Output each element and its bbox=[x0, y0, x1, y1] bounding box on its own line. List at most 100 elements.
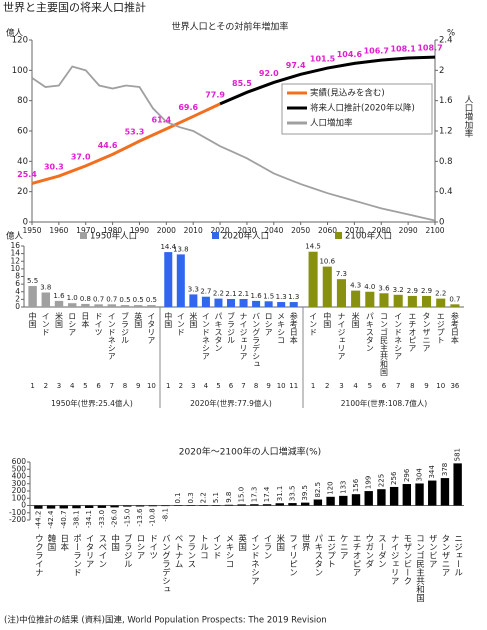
category-label: エチオピア bbox=[408, 312, 417, 352]
category-label: ブラジル bbox=[122, 533, 132, 568]
rank-label: 1 bbox=[166, 382, 170, 390]
bar bbox=[453, 463, 462, 506]
data-label: -10.8 bbox=[149, 508, 157, 526]
rank-label: 5 bbox=[83, 382, 87, 390]
rank-label: 8 bbox=[123, 382, 127, 390]
data-label: 2.9 bbox=[407, 287, 418, 295]
bar bbox=[239, 298, 248, 307]
panel-caption: 2020年(世界:77.9億人) bbox=[190, 398, 272, 408]
data-label: 304 bbox=[416, 468, 424, 482]
bar bbox=[402, 484, 412, 506]
category-label: パキスタン bbox=[365, 312, 374, 352]
bar bbox=[120, 305, 130, 307]
data-label: 82.5 bbox=[314, 482, 322, 498]
rank-label: 6 bbox=[229, 382, 234, 390]
bar bbox=[389, 486, 399, 506]
rank-label: 11 bbox=[289, 382, 298, 390]
data-label: 33.5 bbox=[288, 485, 296, 501]
category-label: ドイツ bbox=[148, 534, 158, 560]
category-label: ポーランド bbox=[71, 534, 81, 577]
bar bbox=[322, 266, 332, 307]
rank-label: 5 bbox=[216, 382, 220, 390]
rank-label: 10 bbox=[277, 382, 286, 390]
y2-axis-title: 人口増加率 bbox=[463, 95, 473, 138]
y-tick-label: 8 bbox=[15, 272, 20, 281]
rank-label: 7 bbox=[241, 382, 245, 390]
y-tick-label: 80 bbox=[17, 96, 28, 106]
category-label: ザンビア bbox=[427, 534, 437, 568]
category-label: 米国 bbox=[351, 311, 360, 329]
x-tick-label: 2010 bbox=[184, 226, 203, 235]
bar bbox=[123, 505, 132, 507]
data-label: 378 bbox=[441, 463, 449, 476]
bar bbox=[34, 505, 43, 509]
rank-label: 36 bbox=[450, 382, 459, 390]
bar bbox=[336, 279, 346, 307]
y-tick-label: 20 bbox=[17, 187, 28, 197]
data-label: 296 bbox=[403, 468, 411, 482]
bar bbox=[28, 286, 37, 307]
y-tick-label: 100 bbox=[12, 66, 28, 76]
y-tick-label: 60 bbox=[17, 127, 28, 137]
panel-caption: 1950年(世界:25.4億人) bbox=[51, 398, 133, 408]
panel-caption: 2100年(世界:108.7億人) bbox=[341, 398, 428, 408]
category-label: モザンビーク bbox=[402, 534, 412, 585]
data-label: 31.1 bbox=[276, 486, 284, 502]
category-label: イラン bbox=[262, 534, 272, 560]
category-label: ウクライナ bbox=[33, 534, 43, 577]
bar bbox=[84, 505, 94, 508]
bar bbox=[176, 254, 185, 307]
chart-title: 世界人口とその対前年増加率 bbox=[172, 21, 289, 33]
bar bbox=[135, 505, 145, 507]
data-label: 4.3 bbox=[350, 282, 361, 290]
category-label: ロシア bbox=[264, 312, 273, 336]
bar bbox=[110, 505, 119, 508]
legend-swatch bbox=[335, 232, 342, 239]
category-label: コンゴ民主共和国 bbox=[415, 534, 425, 603]
data-label: -34.1 bbox=[85, 510, 93, 528]
bar bbox=[300, 502, 310, 506]
x-tick-label: 1970 bbox=[76, 226, 95, 235]
data-label: 3.8 bbox=[40, 284, 51, 292]
category-label: インド bbox=[176, 312, 185, 336]
rank-label: 7 bbox=[110, 382, 114, 390]
bar bbox=[201, 296, 210, 307]
y2-tick-label: 2.4 bbox=[439, 36, 453, 46]
y-tick-label: -200 bbox=[9, 515, 26, 524]
rank-label: 8 bbox=[254, 382, 258, 390]
data-label: 14.5 bbox=[305, 243, 321, 251]
rank-label: 5 bbox=[368, 382, 372, 390]
series-line bbox=[31, 65, 436, 222]
rank-label: 1 bbox=[311, 382, 315, 390]
category-label: フィリピン bbox=[287, 534, 297, 577]
rank-label: 9 bbox=[266, 382, 270, 390]
x-tick-label: 2050 bbox=[291, 226, 310, 235]
category-label: インドネシア bbox=[249, 534, 259, 585]
y-tick-label: 0 bbox=[23, 218, 28, 228]
data-label: 2.1 bbox=[225, 290, 236, 298]
bar bbox=[436, 298, 446, 307]
data-label: 581 bbox=[454, 448, 462, 461]
legend-label: 1950年人口 bbox=[90, 231, 137, 242]
rank-label: 2 bbox=[325, 382, 329, 390]
y-tick-label: 400 bbox=[12, 472, 27, 481]
category-label: 米国 bbox=[189, 311, 198, 329]
bar bbox=[147, 305, 156, 307]
data-label: -13.6 bbox=[136, 508, 144, 527]
bar bbox=[212, 505, 221, 506]
category-label: ウガンダ bbox=[364, 534, 374, 568]
rank-label: 4 bbox=[204, 382, 209, 390]
y2-tick-label: 1.2 bbox=[439, 127, 453, 137]
category-label: メキシコ bbox=[277, 312, 286, 344]
category-label: 日本 bbox=[81, 312, 90, 329]
rank-label: 6 bbox=[96, 382, 101, 390]
category-label: タンザニア bbox=[422, 312, 431, 352]
bar bbox=[422, 295, 432, 307]
category-label: 韓国 bbox=[46, 533, 56, 552]
data-label: 2.9 bbox=[421, 287, 432, 295]
category-label: ケニア bbox=[338, 534, 348, 560]
bar bbox=[173, 505, 183, 506]
data-label: -38.1 bbox=[72, 510, 80, 528]
category-label: パキスタン bbox=[313, 534, 323, 577]
data-label: 69.6 bbox=[178, 103, 198, 112]
